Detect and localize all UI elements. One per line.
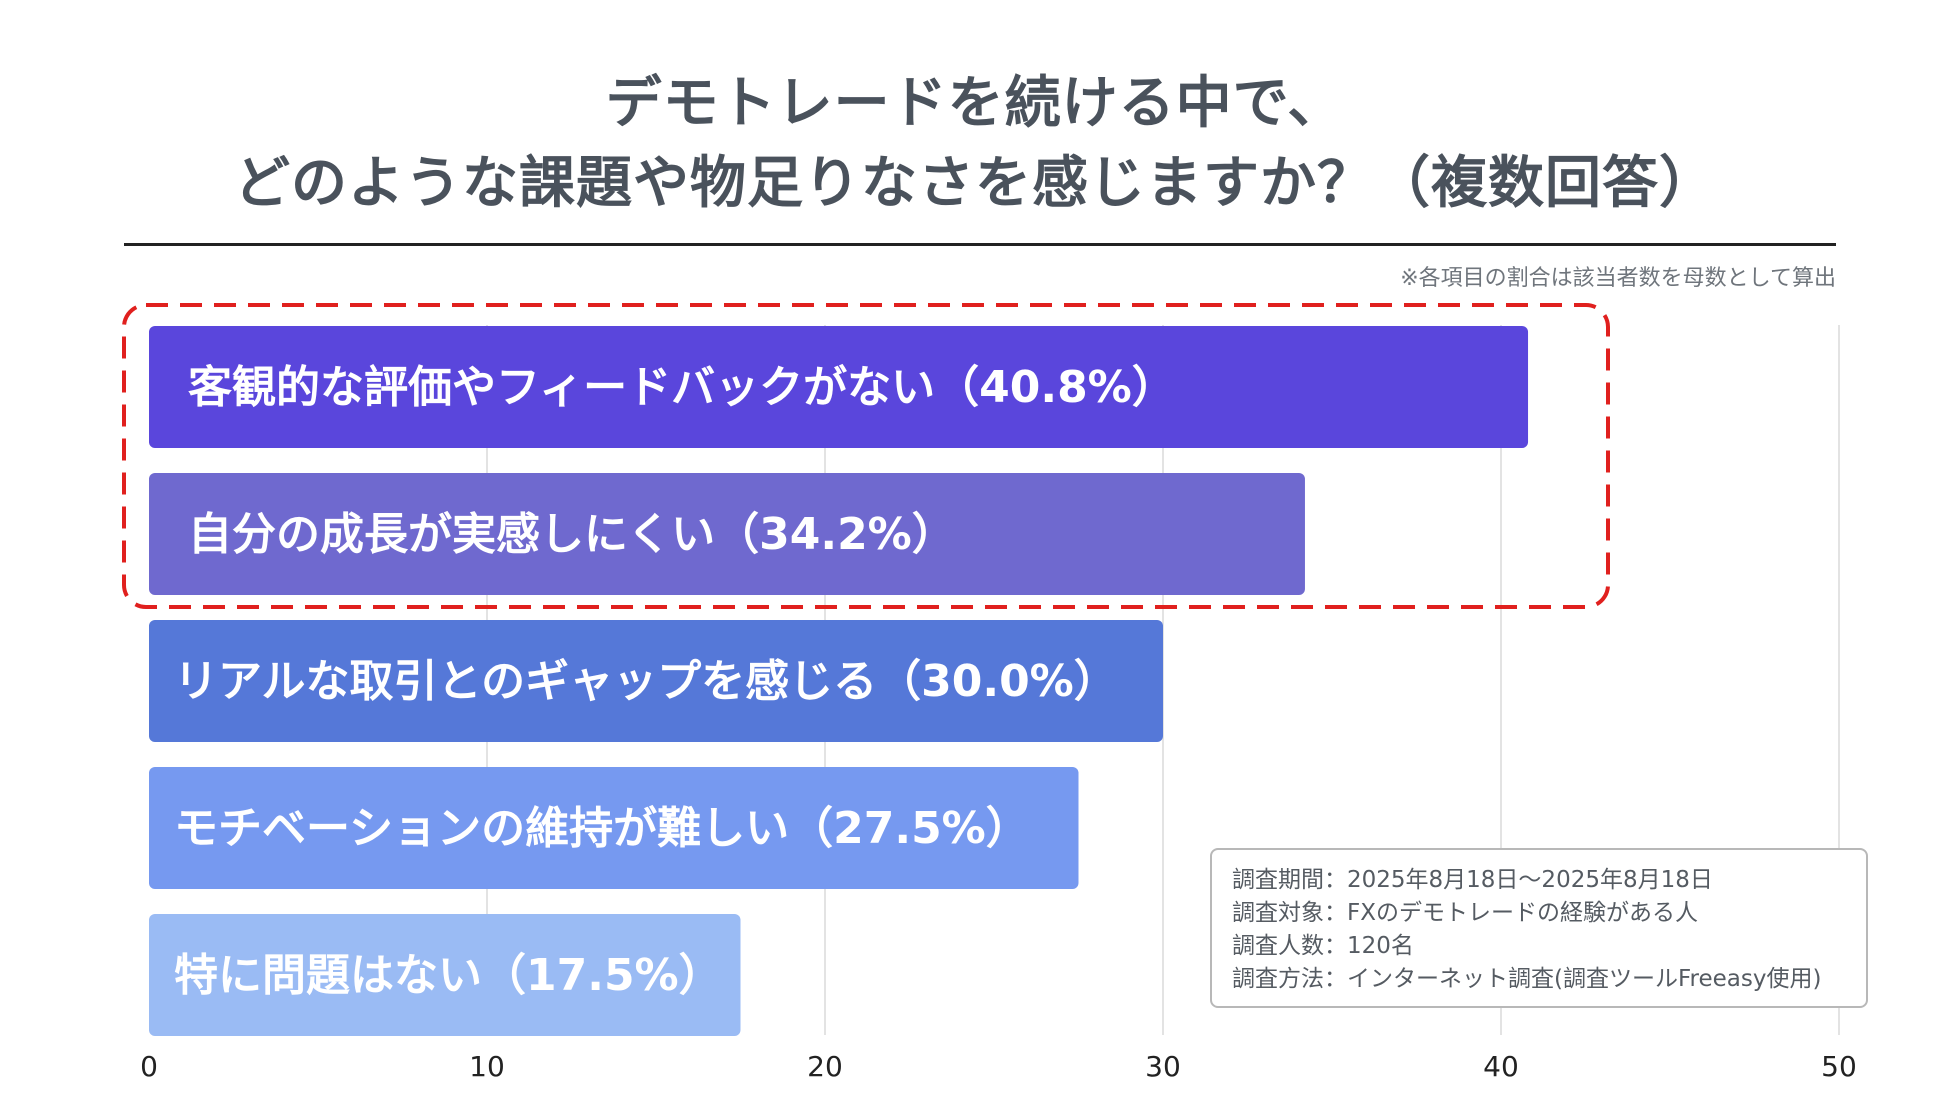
- survey-count: 調査人数：120名: [1232, 933, 1414, 959]
- x-axis-ticks: 0 10 20 30 40 50: [140, 1050, 1857, 1083]
- bar-label: 自分の成長が実感しにくい（34.2%）: [188, 509, 956, 560]
- calculation-note: ※各項目の割合は該当者数を母数として算出: [1400, 266, 1836, 291]
- survey-method: 調査方法：インターネット調査(調査ツールFreeasy使用): [1232, 966, 1822, 992]
- x-tick-label: 50: [1821, 1050, 1857, 1083]
- bar-label: 特に問題はない（17.5%）: [174, 950, 723, 1001]
- chart-title-line2: どのような課題や物足りなさを感じますか？（複数回答）: [234, 151, 1716, 216]
- bar: [149, 326, 1529, 448]
- chart-title-line1: デモトレードを続ける中で、: [605, 71, 1345, 136]
- x-tick-label: 10: [469, 1050, 505, 1083]
- x-tick-label: 0: [140, 1050, 158, 1083]
- bar: [149, 473, 1305, 595]
- survey-info-box: 調査期間：2025年8月18日～2025年8月18日 調査対象：FXのデモトレー…: [1210, 848, 1868, 1008]
- title-divider: [124, 243, 1836, 246]
- highlight-box: [122, 303, 1610, 609]
- bar-label: 客観的な評価やフィードバックがない（40.8%）: [188, 362, 1176, 413]
- bar-label: モチベーションの維持が難しい（27.5%）: [174, 803, 1030, 854]
- bar: [149, 767, 1079, 889]
- bar-label: リアルな取引とのギャップを感じる（30.0%）: [174, 656, 1118, 707]
- survey-period: 調査期間：2025年8月18日～2025年8月18日: [1232, 867, 1713, 893]
- bar: [149, 620, 1163, 742]
- survey-target: 調査対象：FXのデモトレードの経験がある人: [1232, 900, 1698, 926]
- x-tick-label: 30: [1145, 1050, 1181, 1083]
- x-tick-label: 40: [1483, 1050, 1519, 1083]
- bar: [149, 914, 741, 1036]
- x-tick-label: 20: [807, 1050, 843, 1083]
- bars: 客観的な評価やフィードバックがない（40.8%） 自分の成長が実感しにくい（34.…: [149, 326, 1529, 1036]
